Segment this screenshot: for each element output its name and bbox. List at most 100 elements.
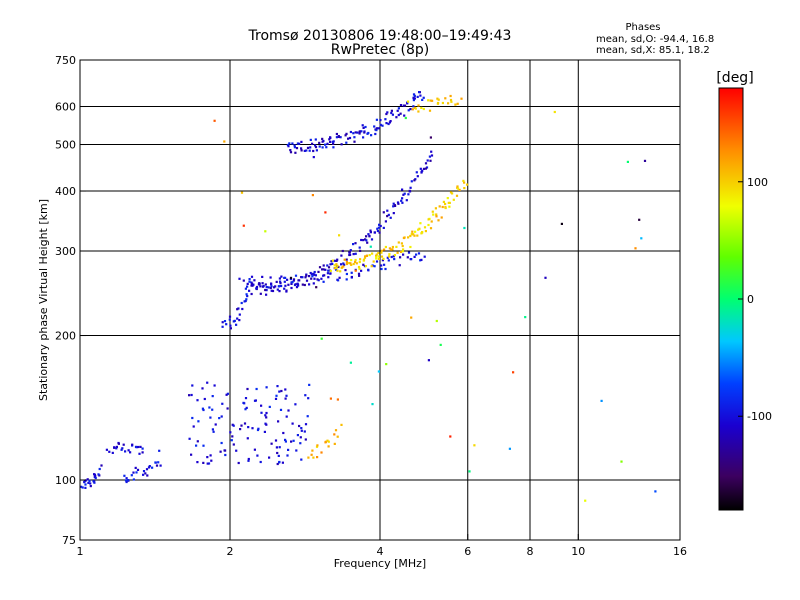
- y-tick-label: 75: [62, 534, 76, 547]
- data-point: [262, 284, 265, 288]
- x-tick-label: 2: [227, 545, 234, 558]
- data-point: [218, 417, 221, 420]
- data-point: [221, 325, 224, 328]
- data-point: [291, 281, 294, 284]
- data-point: [421, 231, 424, 234]
- data-point: [208, 406, 211, 409]
- data-point: [292, 278, 296, 281]
- data-point: [246, 387, 249, 391]
- data-point: [290, 286, 293, 290]
- data-point: [286, 143, 289, 147]
- data-point: [260, 404, 263, 407]
- data-point: [378, 223, 381, 226]
- data-point: [456, 102, 459, 105]
- data-point: [316, 444, 319, 447]
- data-point: [295, 286, 299, 289]
- data-point: [336, 269, 339, 272]
- data-point: [397, 107, 400, 110]
- data-point: [437, 98, 440, 101]
- data-point: [358, 260, 361, 264]
- data-point: [284, 284, 287, 287]
- colorbar-label: [deg]: [716, 70, 753, 86]
- data-point: [300, 140, 303, 143]
- data-point: [331, 262, 334, 265]
- data-point: [292, 279, 295, 282]
- data-point: [247, 457, 250, 461]
- data-point: [463, 181, 466, 184]
- data-point: [257, 427, 260, 430]
- data-point: [212, 430, 215, 433]
- data-point: [409, 245, 412, 249]
- data-point: [240, 301, 243, 305]
- data-point: [213, 384, 216, 387]
- data-point: [309, 146, 312, 149]
- data-point: [251, 427, 254, 430]
- data-point: [274, 439, 278, 442]
- data-point: [220, 415, 223, 418]
- data-point: [241, 307, 244, 311]
- data-point: [237, 307, 240, 310]
- data-point: [441, 101, 444, 105]
- data-point: [460, 97, 463, 100]
- data-point: [333, 442, 336, 445]
- data-point: [207, 462, 211, 465]
- data-point: [148, 465, 151, 468]
- data-point: [281, 461, 284, 464]
- data-point: [332, 140, 335, 143]
- data-point: [144, 472, 147, 475]
- data-point: [332, 146, 335, 149]
- data-point: [365, 235, 368, 238]
- data-point: [226, 407, 229, 410]
- x-tick-label: 16: [673, 545, 687, 558]
- chart-subtitle: RwPretec (8p): [331, 42, 429, 58]
- data-point: [89, 482, 92, 485]
- data-point: [413, 234, 416, 237]
- data-point: [294, 151, 297, 154]
- data-point: [364, 265, 367, 268]
- data-point: [383, 263, 386, 266]
- data-point: [300, 427, 303, 430]
- data-point: [368, 235, 371, 238]
- data-point: [299, 436, 302, 439]
- data-point: [275, 446, 278, 449]
- data-point: [388, 247, 391, 250]
- data-point: [265, 423, 268, 426]
- data-point: [130, 474, 133, 477]
- data-point: [337, 279, 340, 282]
- data-point: [244, 408, 247, 411]
- data-point: [447, 201, 450, 204]
- data-point: [239, 428, 242, 431]
- data-point: [224, 449, 227, 452]
- data-point: [190, 393, 193, 397]
- data-point: [196, 399, 199, 402]
- data-point: [238, 277, 241, 280]
- data-point: [314, 274, 317, 277]
- data-point: [419, 222, 422, 225]
- data-point: [316, 278, 319, 281]
- data-point: [310, 273, 313, 276]
- data-point: [286, 454, 289, 457]
- data-point: [372, 260, 375, 263]
- data-point: [275, 394, 278, 397]
- data-point: [283, 287, 286, 290]
- data-point: [390, 109, 393, 112]
- data-point: [345, 258, 348, 261]
- data-point: [395, 245, 398, 248]
- data-point: [353, 136, 356, 139]
- data-point: [634, 247, 637, 250]
- data-point: [301, 276, 304, 279]
- chart-title: Tromsø 20130806 19:48:00–19:49:43: [248, 28, 512, 44]
- data-point: [449, 94, 452, 98]
- data-point: [284, 440, 287, 443]
- data-point: [265, 286, 268, 289]
- data-point: [284, 388, 287, 391]
- data-point: [289, 151, 293, 154]
- data-point: [305, 279, 309, 282]
- data-point: [336, 398, 339, 401]
- data-point: [371, 403, 374, 406]
- data-point: [360, 269, 363, 272]
- data-point: [244, 287, 247, 290]
- data-point: [413, 97, 416, 100]
- x-axis: 1 2 4 6 8 10 16: [77, 534, 687, 558]
- data-point: [291, 142, 294, 145]
